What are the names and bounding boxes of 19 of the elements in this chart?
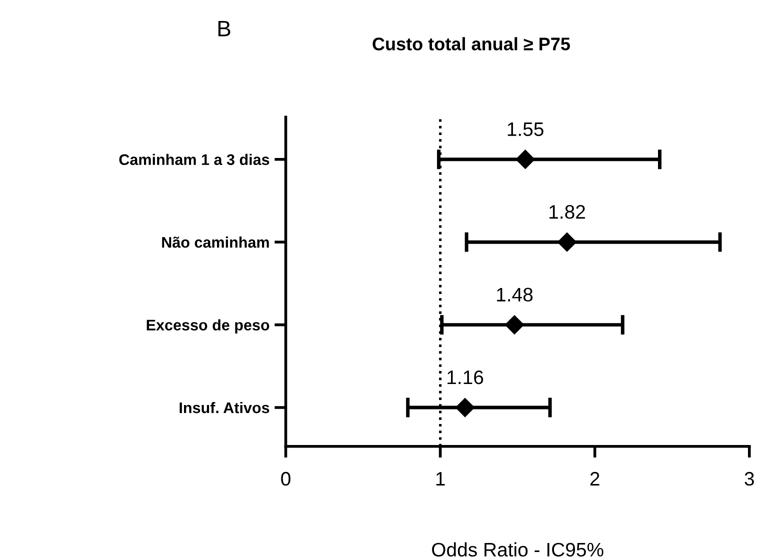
point (557, 232, 577, 252)
y-tick-label: Excesso de peso (146, 319, 270, 334)
x-tick-label: 3 (744, 472, 754, 486)
x-tick-label: 0 (281, 472, 290, 486)
point (516, 150, 535, 169)
data-label: 1.55 (508, 122, 544, 136)
data-label: 1.82 (550, 205, 585, 219)
y-tick-label: Caminham 1 a 3 dias (119, 154, 270, 166)
x-tick-label: 1 (436, 472, 445, 486)
chart-title: Custo total anual ≥ P75 (372, 37, 570, 50)
x-axis-title: Odds Ratio - IC95% (432, 542, 604, 557)
x-tick-label: 2 (590, 472, 600, 486)
point (504, 315, 524, 334)
data-label: 1.48 (497, 288, 533, 302)
text: B (218, 20, 230, 36)
data-label: 1.16 (448, 370, 484, 384)
point (455, 398, 475, 418)
y-tick-label: Insuf. Ativos (180, 402, 270, 414)
y-tick-label: Não caminham (162, 236, 269, 248)
